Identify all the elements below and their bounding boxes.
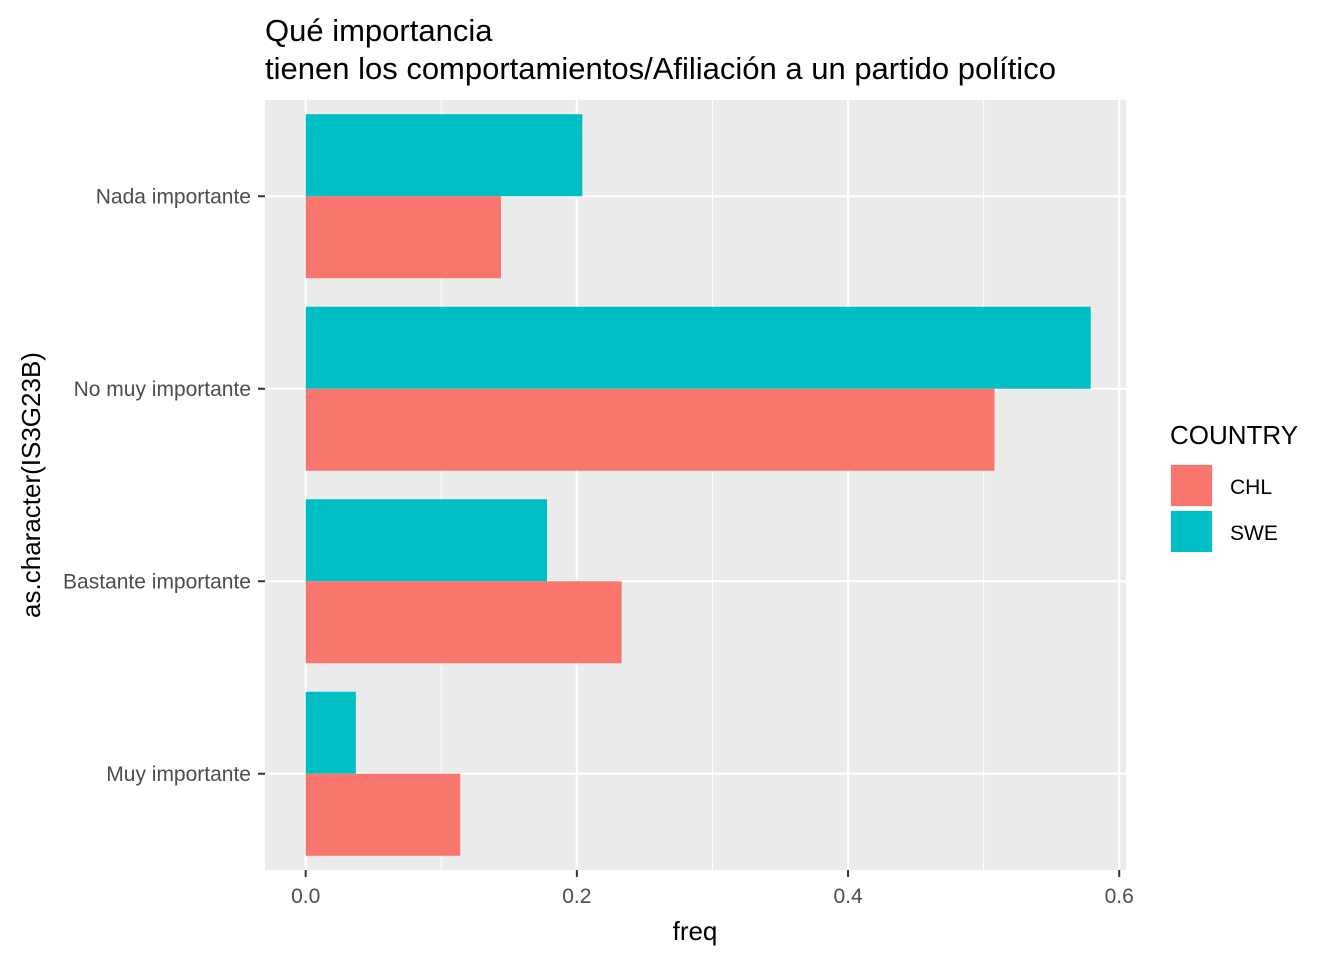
- y-tick-label: Bastante importante: [63, 570, 251, 593]
- chart-title-line-1: Qué importancia: [265, 13, 493, 48]
- bars: [305, 114, 1091, 856]
- chart-title-line-2: tienen los comportamientos/Afiliación a …: [265, 51, 1056, 86]
- x-tick-label: 0.4: [833, 885, 863, 908]
- bar-chl: [305, 773, 461, 856]
- y-axis: Nada importante No muy importante Bastante…: [63, 185, 265, 786]
- bar-swe: [305, 691, 356, 774]
- legend-label-chl: CHL: [1230, 476, 1272, 499]
- bar-chl: [305, 581, 622, 664]
- x-axis-title: freq: [673, 916, 718, 946]
- y-axis-title: as.character(IS3G23B): [16, 352, 46, 618]
- x-tick-label: 0.0: [291, 885, 320, 908]
- legend-title: COUNTRY: [1170, 420, 1298, 450]
- bar-swe: [305, 306, 1091, 389]
- x-axis: 0.0 0.2 0.4 0.6: [291, 870, 1134, 908]
- bar-swe: [305, 114, 583, 197]
- bar-chl: [305, 388, 995, 471]
- x-tick-label: 0.6: [1105, 885, 1134, 908]
- legend-label-swe: SWE: [1230, 522, 1278, 545]
- legend-swatch-swe: [1171, 511, 1212, 552]
- y-tick-label: Nada importante: [96, 185, 251, 208]
- x-tick-label: 0.2: [562, 885, 591, 908]
- legend: COUNTRY CHL SWE: [1170, 420, 1298, 553]
- y-tick-label: Muy importante: [106, 763, 251, 786]
- bar-swe: [305, 499, 548, 582]
- y-tick-label: No muy importante: [74, 378, 251, 401]
- bar-chl: [305, 196, 501, 279]
- legend-swatch-chl: [1171, 465, 1212, 506]
